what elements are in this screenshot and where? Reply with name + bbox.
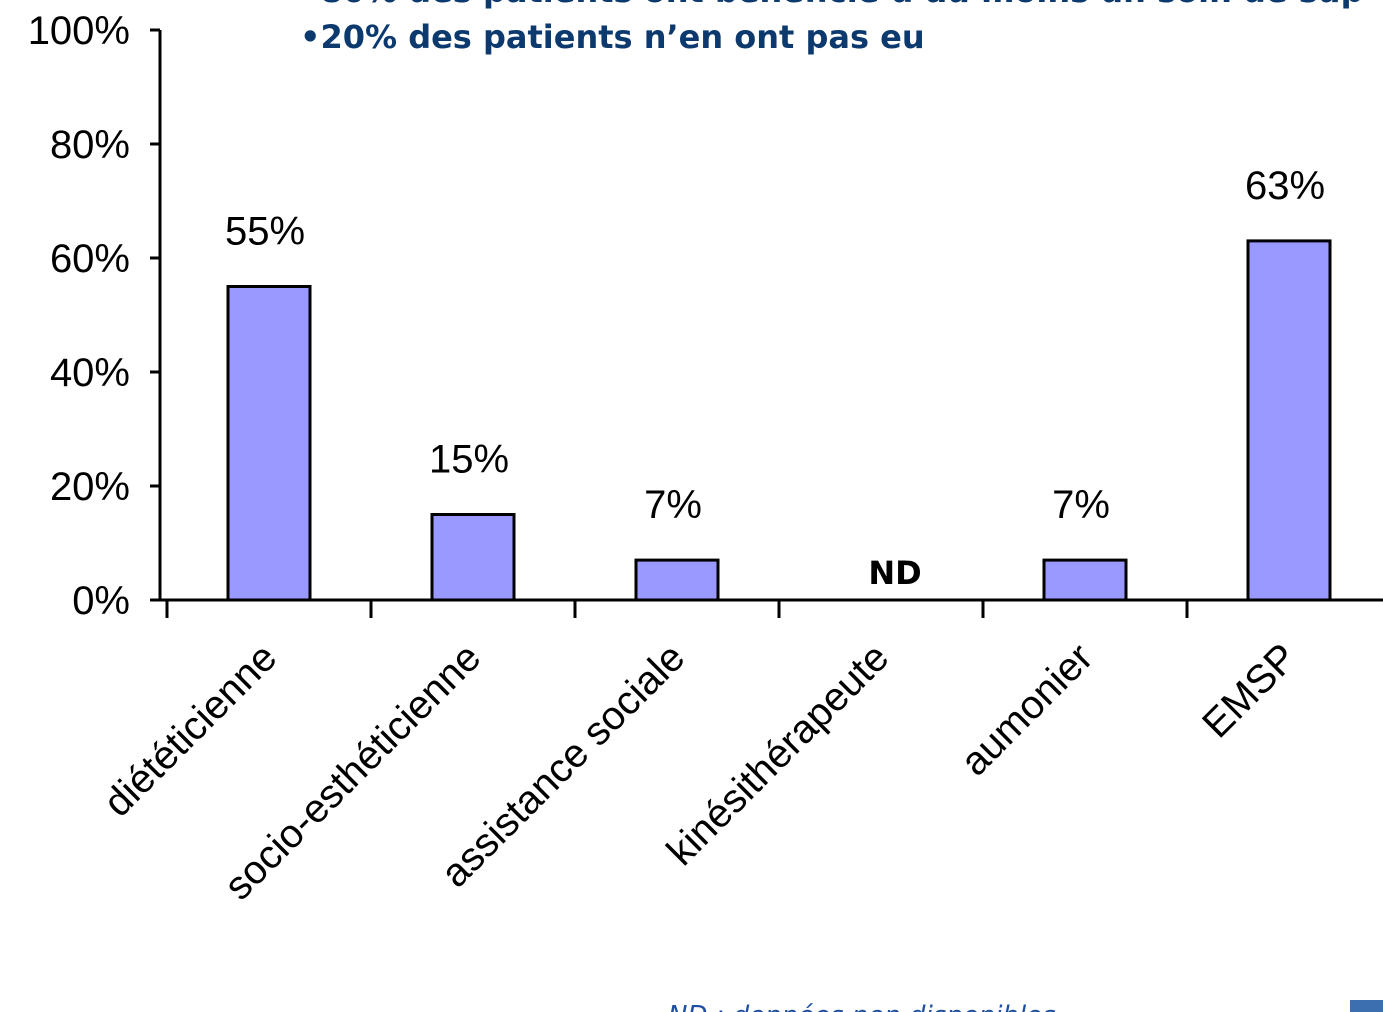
footnote: ND : données non disponibles [668, 1001, 1056, 1012]
y-tick-label: 0% [72, 579, 130, 623]
bar [430, 513, 516, 602]
bar [226, 285, 312, 602]
value-label: ND [868, 554, 921, 592]
value-label: 55% [225, 210, 305, 254]
bar [634, 558, 720, 602]
value-label: 63% [1245, 164, 1325, 208]
logo [1350, 1000, 1383, 1012]
y-tick-label: 40% [50, 351, 130, 395]
x-tick-label: kinésithérapeute [659, 635, 898, 874]
y-tick-label: 20% [50, 465, 130, 509]
note: •20% des patients n’en ont pas eu [300, 18, 925, 56]
value-label: 7% [644, 483, 702, 527]
bar [1042, 558, 1128, 602]
value-label: 7% [1052, 483, 1110, 527]
value-label: 15% [429, 438, 509, 482]
x-tick-label: aumonier [952, 635, 1101, 784]
y-tick-label: 60% [50, 237, 130, 281]
bar [1246, 239, 1332, 602]
x-tick-label: EMSP [1194, 635, 1305, 746]
y-tick-label: 80% [50, 123, 130, 167]
y-tick-label: 100% [28, 9, 130, 53]
note: •80% des patients ont bénéficié d’au moi… [300, 0, 1363, 10]
x-tick-label: diététicienne [95, 635, 285, 825]
